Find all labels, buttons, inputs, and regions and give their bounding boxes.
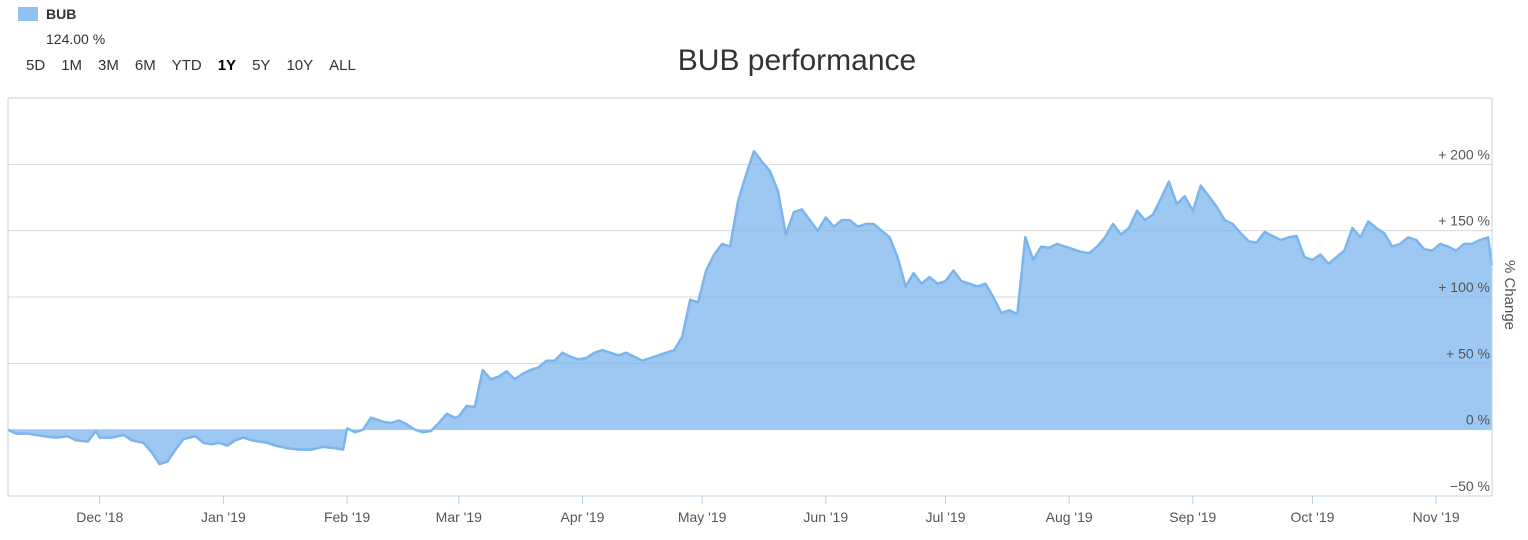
x-tick-label: Jan '19 [201,509,246,525]
axes [7,97,1493,504]
range-button-ytd[interactable]: YTD [171,57,202,74]
legend-swatch [18,7,38,21]
x-tick-label: Nov '19 [1413,509,1460,525]
series-area [7,149,1494,466]
y-tick-label: + 100 % [1438,279,1490,295]
x-tick-label: Apr '19 [560,509,604,525]
range-button-1m[interactable]: 1M [61,57,83,74]
y-tick-label: + 150 % [1438,213,1490,229]
x-tick-label: Feb '19 [324,509,370,525]
x-tick-label: Sep '19 [1169,509,1216,525]
chart-title: BUB performance [677,44,917,77]
x-tick-label: Mar '19 [436,509,482,525]
x-tick-label: Dec '18 [76,509,123,525]
y-tick-label: + 200 % [1438,146,1490,162]
range-button-6m[interactable]: 6M [134,57,156,74]
range-button-all[interactable]: ALL [329,57,356,74]
y-tick-label: + 50 % [1446,345,1490,361]
range-button-10y[interactable]: 10Y [286,57,314,74]
range-button-1y[interactable]: 1Y [217,57,237,74]
legend-current-value: 124.00 % [46,31,106,47]
legend-label: BUB [46,6,77,22]
x-tick-label: Jun '19 [803,509,848,525]
legend-item-bub[interactable]: BUB [18,5,76,23]
x-tick-label: Aug '19 [1046,509,1093,525]
range-button-5d[interactable]: 5D [26,57,46,74]
y-tick-label: −50 % [1450,478,1490,494]
x-tick-label: Jul '19 [925,509,965,525]
tick-labels: −50 % 0 % + 50 % + 100 % + 150 % + 200 % Dec '… [76,146,1490,525]
range-button-5y[interactable]: 5Y [252,57,271,74]
y-tick-label: 0 % [1466,412,1490,428]
x-tick-label: May '19 [678,509,727,525]
range-button-3m[interactable]: 3M [98,57,119,74]
range-selector: 5D 1M 3M 6M YTD 1Y 5Y 10Y ALL [18,56,364,76]
series-area-fill [8,151,1492,465]
y-axis-label: % Change [1501,260,1518,330]
x-tick-label: Oct '19 [1291,509,1335,525]
series-line [7,149,1494,466]
